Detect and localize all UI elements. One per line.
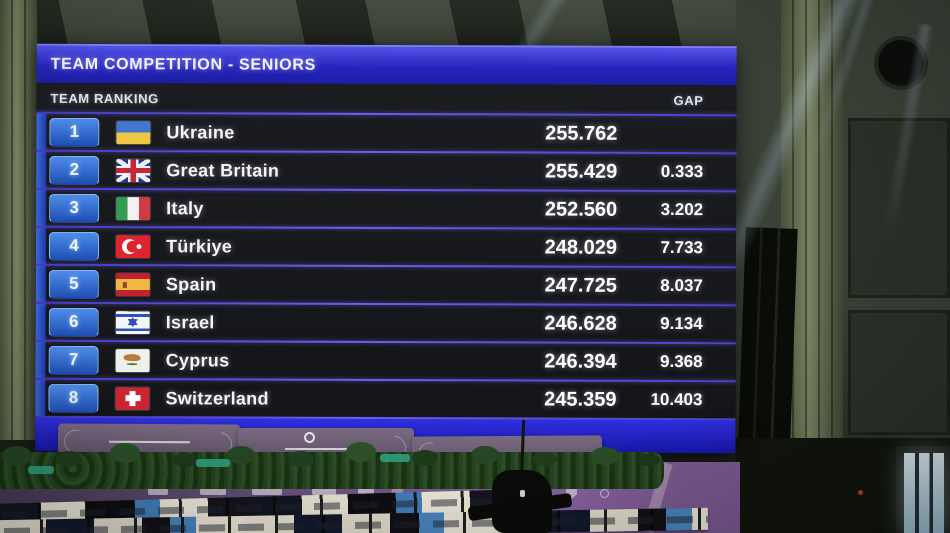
rank-badge: 2: [49, 155, 100, 185]
garland-hedge: [0, 452, 664, 489]
table-row: 2 Great Britain 255.429 0.333: [36, 151, 736, 191]
flag-icon: [115, 310, 150, 334]
gap-value: 9.134: [660, 313, 703, 334]
score-value: 246.628: [544, 312, 617, 335]
table-row: 4 Türkiye 248.029 7.733: [36, 227, 736, 267]
score-value: 245.359: [544, 388, 617, 411]
garland-accent: [196, 459, 230, 467]
country-name: Türkiye: [165, 235, 233, 256]
score-value: 252.560: [544, 198, 618, 221]
score-value: 247.725: [544, 274, 617, 297]
left-pillar: [0, 0, 38, 486]
lit-doorway-glow: [904, 453, 944, 533]
flag-icon: [115, 234, 151, 258]
exit-light: [858, 490, 863, 495]
sponsor-logo: [200, 488, 226, 495]
country-name: Ukraine: [166, 121, 235, 142]
table-row: 5 Spain 247.725 8.037: [36, 265, 736, 305]
shield-logo: [566, 487, 577, 499]
score-value: 255.762: [545, 122, 618, 145]
table-row: 6 Israel 246.628 9.134: [36, 303, 736, 343]
garland-accent: [380, 454, 410, 462]
wall-opening: [878, 40, 924, 86]
ranking-rows: 1 Ukraine 255.762 2 Great Britain 255.42…: [35, 113, 736, 419]
sponsor-logo: [600, 489, 609, 498]
sponsor-logo: [312, 488, 336, 495]
sponsor-logo: [252, 488, 282, 495]
flag-icon: [116, 120, 151, 144]
wall-panel: [848, 118, 950, 298]
flag-icon: [115, 348, 150, 372]
table-row: 1 Ukraine 255.762: [36, 113, 736, 153]
banner-ring-logo: [304, 432, 315, 443]
sponsor-logo: [358, 488, 374, 495]
banner-mark: [296, 448, 368, 450]
garland-foliage: [2, 446, 32, 466]
country-name: Italy: [166, 197, 204, 218]
table-row: 7 Cyprus 246.394 9.368: [36, 341, 736, 381]
gap-value: 9.368: [660, 351, 703, 372]
rank-badge: 5: [48, 269, 99, 299]
rank-badge: 7: [48, 345, 99, 375]
camera-rig-highlight: [520, 490, 525, 497]
equipment-silhouette: [738, 227, 798, 441]
column-header-row: TEAM RANKING GAP: [36, 83, 736, 115]
gap-value: 0.333: [660, 161, 704, 182]
table-row: 8 Switzerland 245.359 10.403: [35, 379, 735, 419]
country-name: Switzerland: [165, 387, 269, 409]
flag-icon: [115, 386, 150, 410]
header-spacer: [159, 98, 618, 100]
flag-icon: [116, 158, 151, 182]
gap-value: 10.403: [650, 389, 703, 410]
flag-icon: [116, 196, 151, 220]
flag-icon: [115, 272, 150, 296]
gap-value: 3.202: [660, 199, 704, 220]
country-name: Cyprus: [165, 349, 230, 370]
gap-column-header: GAP: [673, 92, 704, 108]
rank-badge: 8: [48, 383, 99, 413]
wall-panel: [848, 310, 950, 435]
rank-badge: 1: [49, 117, 100, 147]
garland-accent: [28, 466, 54, 474]
score-value: 255.429: [544, 160, 618, 183]
rank-badge: 6: [48, 307, 99, 337]
competition-title: TEAM COMPETITION - SENIORS: [50, 55, 316, 74]
rank-badge: 3: [49, 193, 100, 223]
rank-badge: 4: [48, 231, 100, 261]
scoreboard-title-bar: TEAM COMPETITION - SENIORS: [36, 43, 737, 86]
sponsor-logo: [148, 488, 168, 495]
ranking-column-header: TEAM RANKING: [50, 90, 159, 106]
country-name: Spain: [165, 273, 217, 294]
gap-value: 8.037: [660, 275, 703, 296]
score-value: 248.029: [544, 236, 618, 259]
score-value: 246.394: [544, 350, 617, 373]
scoreboard: TEAM COMPETITION - SENIORS TEAM RANKING …: [35, 43, 737, 454]
banner-mark: [119, 440, 190, 444]
gap-value: 7.733: [660, 237, 704, 258]
table-row: 3 Italy 252.560 3.202: [36, 189, 736, 229]
country-name: Israel: [165, 311, 215, 332]
country-name: Great Britain: [166, 159, 280, 181]
